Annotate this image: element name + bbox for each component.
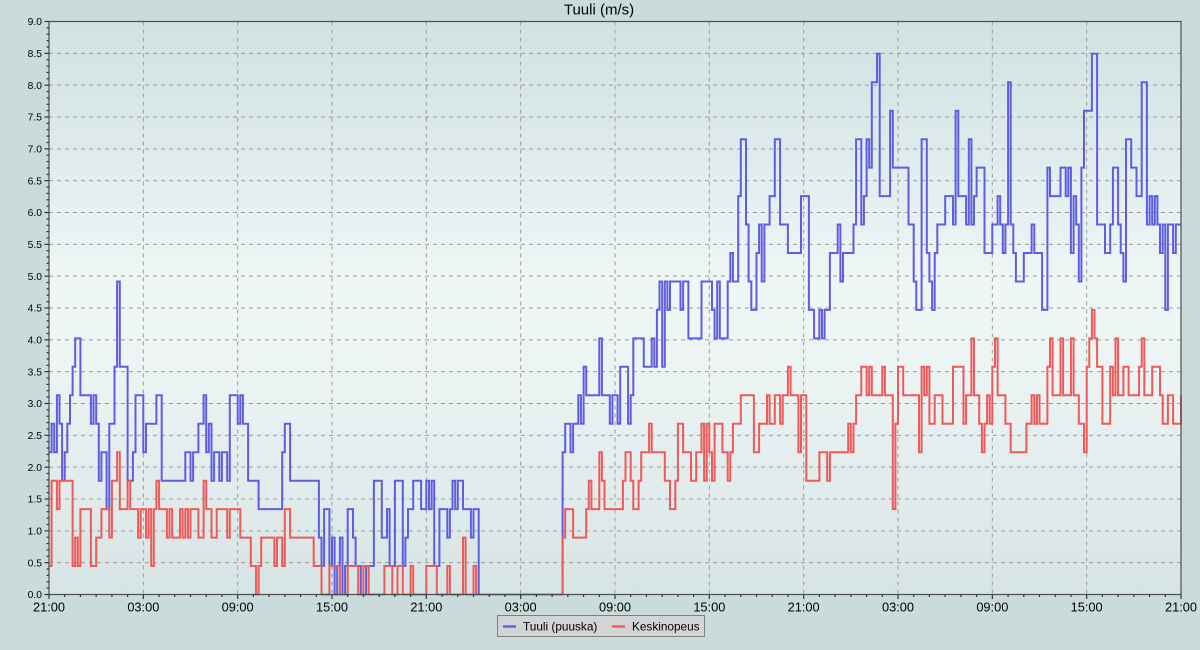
svg-text:5.0: 5.0 [28,272,43,283]
svg-text:0.5: 0.5 [28,558,43,569]
svg-text:Keskinopeus: Keskinopeus [632,620,700,634]
svg-text:03:00: 03:00 [505,600,537,615]
svg-text:6.0: 6.0 [28,208,43,219]
svg-text:03:00: 03:00 [882,600,914,615]
svg-text:4.5: 4.5 [28,304,43,315]
svg-text:03:00: 03:00 [127,600,159,615]
svg-text:15:00: 15:00 [316,600,348,615]
svg-text:9.0: 9.0 [28,17,43,28]
svg-text:15:00: 15:00 [1071,600,1103,615]
svg-text:21:00: 21:00 [788,600,820,615]
svg-text:21:00: 21:00 [33,600,65,615]
svg-text:1.5: 1.5 [28,495,43,506]
svg-text:1.0: 1.0 [28,526,43,537]
svg-text:2.5: 2.5 [28,431,43,442]
svg-text:0.0: 0.0 [28,590,43,601]
svg-text:09:00: 09:00 [222,600,254,615]
svg-text:3.0: 3.0 [28,399,43,410]
svg-text:Tuuli (m/s): Tuuli (m/s) [564,2,634,19]
svg-text:7.0: 7.0 [28,144,43,155]
svg-text:7.5: 7.5 [28,113,43,124]
svg-text:Tuuli (puuska): Tuuli (puuska) [523,620,597,634]
svg-text:5.5: 5.5 [28,240,43,251]
svg-text:15:00: 15:00 [693,600,725,615]
svg-text:8.0: 8.0 [28,81,43,92]
svg-text:4.0: 4.0 [28,335,43,346]
svg-text:8.5: 8.5 [28,49,43,60]
svg-text:21:00: 21:00 [410,600,442,615]
svg-text:6.5: 6.5 [28,176,43,187]
svg-text:2.0: 2.0 [28,463,43,474]
svg-text:09:00: 09:00 [599,600,631,615]
svg-text:09:00: 09:00 [976,600,1008,615]
svg-text:21:00: 21:00 [1165,600,1197,615]
svg-text:3.5: 3.5 [28,367,43,378]
